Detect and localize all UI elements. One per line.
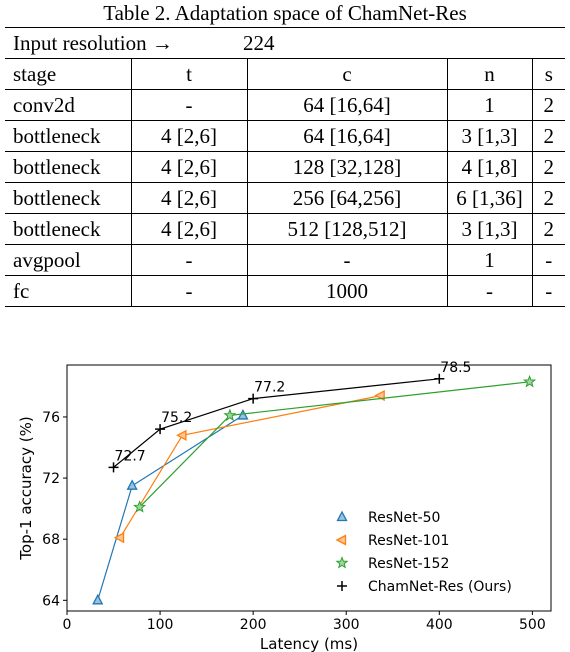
- data-point-chamnet-res-ours: [108, 462, 119, 473]
- input-resolution-label: Input resolution →: [13, 30, 173, 55]
- data-point-chamnet-res-ours: [155, 424, 166, 435]
- cell-stage: conv2d: [5, 89, 132, 121]
- cell-t: 4 [2,6]: [131, 151, 248, 183]
- y-tick-label: 76: [42, 410, 60, 426]
- legend-label: ResNet-152: [368, 556, 449, 572]
- x-axis-label: Latency (ms): [260, 635, 358, 652]
- cell-n: -: [447, 275, 533, 307]
- series-line-resnet-50: [97, 414, 244, 601]
- legend-label: ChamNet-Res (Ours): [368, 579, 512, 595]
- input-resolution-value: 224: [243, 30, 275, 55]
- cell-t: -: [131, 244, 248, 276]
- cell-stage: bottleneck: [5, 182, 132, 214]
- cell-n: 1: [447, 244, 533, 276]
- data-label: 77.2: [254, 380, 285, 396]
- header-stage: stage: [5, 58, 132, 90]
- cell-c: 512 [128,512]: [247, 213, 448, 245]
- cell-s: -: [532, 244, 566, 276]
- cell-c: 128 [32,128]: [247, 151, 448, 183]
- cell-c: 256 [64,256]: [247, 182, 448, 214]
- table-row: fc - 1000 - -: [5, 275, 566, 307]
- data-point-resnet-152: [523, 374, 537, 388]
- x-tick-label: 100: [147, 617, 174, 633]
- cell-c: 64 [16,64]: [247, 120, 448, 152]
- plot-frame: [66, 364, 552, 612]
- latency-accuracy-chart: 72.7 75.2 77.2 78.5 0 100 200 300 400 500 64 68 72 7…: [17, 360, 552, 652]
- cell-t: 4 [2,6]: [131, 120, 248, 152]
- table-row: conv2d - 64 [16,64] 1 2: [5, 89, 566, 121]
- legend-marker-resnet-152: [335, 556, 349, 569]
- cell-stage: bottleneck: [5, 120, 132, 152]
- data-point-chamnet-res-ours: [434, 373, 445, 384]
- series-line-chamnet-res-ours: [113, 378, 440, 468]
- x-tick-label: 500: [519, 617, 546, 633]
- cell-s: 2: [532, 120, 566, 152]
- cell-s: 2: [532, 182, 566, 214]
- cell-s: 2: [532, 89, 566, 121]
- cell-n: 6 [1,36]: [447, 182, 533, 214]
- adaptation-table: Input resolution → 224 stage t c n s conv…: [5, 27, 566, 307]
- data-point-resnet-152: [133, 500, 147, 513]
- legend-marker-chamnet-res-ours: [337, 581, 347, 591]
- cell-t: 4 [2,6]: [131, 213, 248, 245]
- x-tick-label: 400: [426, 617, 453, 633]
- cell-n: 1: [447, 89, 533, 121]
- table-caption: Table 2. Adaptation space of ChamNet-Res: [103, 1, 467, 25]
- data-point-resnet-101: [176, 429, 187, 441]
- cell-n: 3 [1,3]: [447, 213, 533, 245]
- cell-s: 2: [532, 213, 566, 245]
- table-row: bottleneck 4 [2,6] 128 [32,128] 4 [1,8] …: [5, 151, 566, 183]
- data-point-resnet-50: [92, 593, 104, 605]
- cell-stage: bottleneck: [5, 151, 132, 183]
- cell-t: -: [131, 275, 248, 307]
- data-point-resnet-152: [223, 408, 237, 422]
- cell-t: -: [131, 89, 248, 121]
- table-row: bottleneck 4 [2,6] 64 [16,64] 3 [1,3] 2: [5, 120, 566, 152]
- y-tick-label: 72: [42, 471, 60, 487]
- cell-c: -: [247, 244, 448, 276]
- cell-stage: avgpool: [5, 244, 132, 276]
- cell-s: 2: [532, 151, 566, 183]
- cell-n: 3 [1,3]: [447, 120, 533, 152]
- axis-ticks: 0 100 200 300 400 500 64 68 72 76: [42, 410, 546, 633]
- input-resolution-cell: Input resolution → 224: [5, 27, 566, 59]
- y-tick-label: 64: [42, 593, 60, 609]
- legend-label: ResNet-50: [368, 510, 440, 526]
- plot-series-group: 72.7 75.2 77.2 78.5: [92, 360, 537, 605]
- x-tick-label: 300: [333, 617, 360, 633]
- header-t: t: [131, 58, 248, 90]
- cell-s: -: [532, 275, 566, 307]
- data-label: 72.7: [115, 448, 146, 464]
- cell-t: 4 [2,6]: [131, 182, 248, 214]
- cell-n: 4 [1,8]: [447, 151, 533, 183]
- data-point-resnet-50: [126, 479, 138, 490]
- header-c: c: [247, 58, 448, 90]
- y-tick-label: 68: [42, 532, 60, 548]
- data-label: 75.2: [161, 410, 192, 426]
- x-tick-label: 200: [240, 617, 267, 633]
- legend-marker-resnet-101: [335, 534, 347, 546]
- data-label: 78.5: [440, 360, 471, 376]
- legend-marker-resnet-50: [336, 510, 348, 522]
- input-resolution-row: Input resolution → 224: [5, 27, 566, 59]
- legend-label: ResNet-101: [368, 533, 449, 549]
- table-row: bottleneck 4 [2,6] 256 [64,256] 6 [1,36]…: [5, 182, 566, 214]
- cell-c: 1000: [247, 275, 448, 307]
- header-s: s: [532, 58, 566, 90]
- data-point-resnet-101: [113, 532, 125, 544]
- x-tick-label: 0: [63, 617, 72, 633]
- cell-c: 64 [16,64]: [247, 89, 448, 121]
- chart-legend: ResNet-50 ResNet-101 ResNet-152 ChamNet-Res…: [335, 510, 512, 595]
- cell-stage: fc: [5, 275, 132, 307]
- table-row: bottleneck 4 [2,6] 512 [128,512] 3 [1,3]…: [5, 213, 566, 245]
- data-point-chamnet-res-ours: [248, 393, 259, 404]
- header-n: n: [447, 58, 533, 90]
- cell-stage: bottleneck: [5, 213, 132, 245]
- y-axis-label: Top-1 accuracy (%): [17, 416, 35, 560]
- table-row: avgpool - - 1 -: [5, 244, 566, 276]
- table-header-row: stage t c n s: [5, 58, 566, 90]
